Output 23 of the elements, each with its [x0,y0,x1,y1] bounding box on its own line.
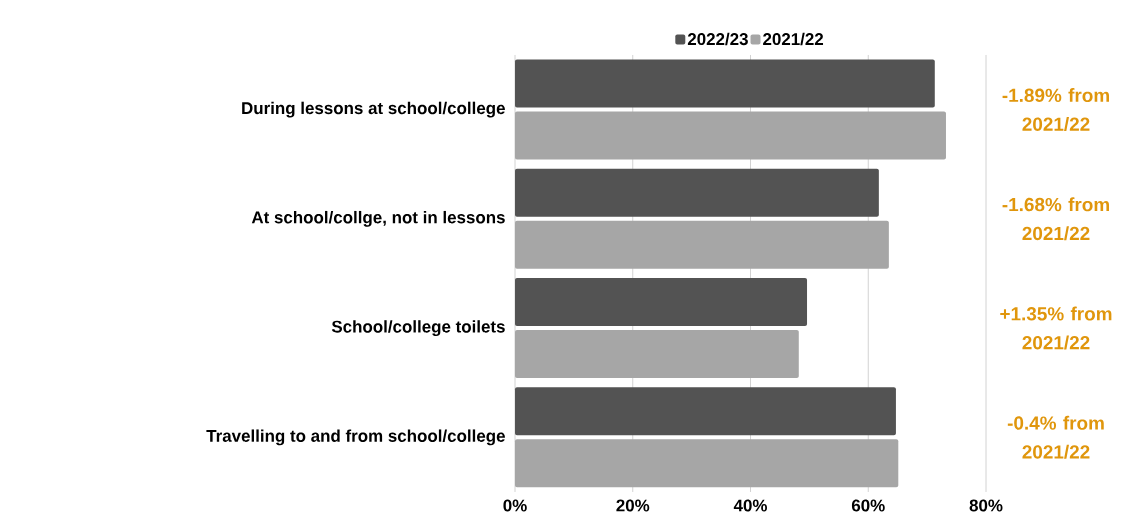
x-tick-label: 40% [733,499,767,512]
bar [515,387,896,436]
x-tick-label: 0% [503,499,527,512]
bar [515,168,879,217]
legend-label: 2022/23 [687,32,748,46]
bar [515,111,946,160]
legend-label: 2021/22 [763,32,824,46]
y-tick-label: School/college toilets [331,320,505,337]
x-tick-label: 80% [969,499,1003,512]
y-tick-label: Travelling to and from school/college [206,429,505,446]
text: -1.68% from 2021/22 [1002,197,1109,241]
bar [515,220,889,269]
bar [515,278,808,327]
text: -1.89% from 2021/22 [1002,88,1109,132]
y-tick-label: At school/collge, not in lessons [251,210,505,227]
bar [515,439,899,488]
text: -0.4% from 2021/22 [1007,415,1104,459]
bar [515,59,935,108]
text: +1.35% from 2021/22 [1000,306,1112,350]
y-tick-label: During lessons at school/college [242,101,505,118]
x-tick-label: 20% [616,499,650,512]
x-tick-label: 60% [851,499,885,512]
bar [515,330,799,379]
